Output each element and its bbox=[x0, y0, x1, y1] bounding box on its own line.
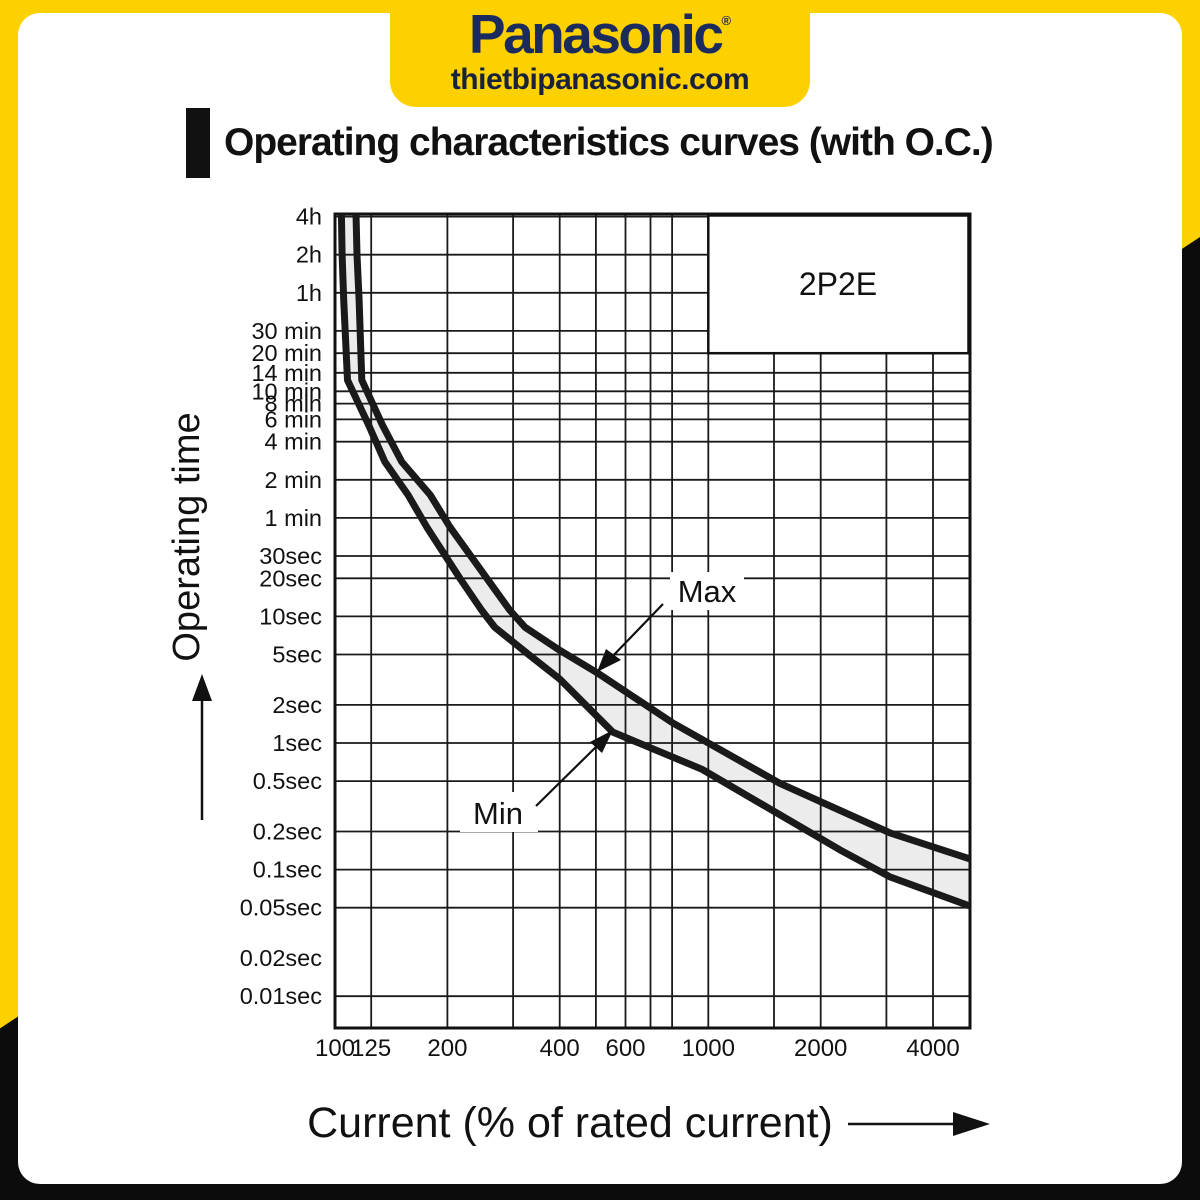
min-arrow-line bbox=[535, 743, 600, 807]
title-accent-bar bbox=[186, 108, 210, 178]
y-tick-label: 0.02sec bbox=[240, 945, 323, 971]
y-tick-label: 2 min bbox=[265, 467, 322, 493]
title-row: Operating characteristics curves (with O… bbox=[186, 108, 994, 178]
x-tick-label: 2000 bbox=[794, 1035, 847, 1062]
max-arrow-line bbox=[607, 603, 664, 662]
tolerance-band bbox=[341, 214, 970, 907]
y-tick-label: 0.01sec bbox=[240, 983, 323, 1009]
brand-tab: Panasonic® thietbipanasonic.com bbox=[390, 0, 810, 107]
x-tick-label: 4000 bbox=[906, 1035, 959, 1062]
min-label: Min bbox=[473, 796, 523, 831]
right-arrow-icon bbox=[953, 1112, 990, 1136]
y-axis-arrow bbox=[192, 674, 212, 820]
y-tick-label: 8 min bbox=[265, 391, 322, 417]
y-tick-label: 0.2sec bbox=[253, 819, 322, 845]
brand-website: thietbipanasonic.com bbox=[450, 63, 750, 96]
brand-name: Panasonic bbox=[468, 3, 724, 65]
y-axis-title: Operating time bbox=[166, 412, 208, 661]
y-tick-label: 10sec bbox=[259, 603, 322, 629]
x-axis-title: Current (% of rated current) bbox=[307, 1099, 833, 1147]
min-label-backing bbox=[460, 792, 538, 832]
y-tick-label: 30 min bbox=[251, 318, 322, 344]
y-tick-label: 0.1sec bbox=[253, 857, 322, 883]
max-label: Max bbox=[678, 574, 737, 609]
model-box-frame bbox=[707, 214, 970, 355]
x-tick-label: 400 bbox=[540, 1035, 580, 1062]
y-tick-label: 1 min bbox=[265, 505, 322, 531]
y-tick-label: 0.5sec bbox=[253, 768, 322, 794]
y-tick-label: 10 min bbox=[251, 378, 322, 404]
y-tick-label: 0.05sec bbox=[240, 895, 323, 921]
x-tick-label: 200 bbox=[427, 1035, 467, 1062]
curve-max bbox=[352, 214, 970, 863]
y-tick-label: 2h bbox=[296, 242, 322, 268]
max-arrow-head-icon bbox=[597, 649, 621, 672]
registered-mark: ® bbox=[721, 13, 732, 28]
x-tick-label: 600 bbox=[605, 1035, 645, 1062]
y-tick-label: 30sec bbox=[259, 543, 322, 569]
min-arrow-head-icon bbox=[590, 730, 613, 753]
plot-border bbox=[333, 212, 972, 1030]
trip-curves bbox=[337, 214, 970, 910]
y-tick-label: 20 min bbox=[251, 340, 322, 366]
max-annotation: Max bbox=[597, 572, 744, 672]
min-annotation: Min bbox=[460, 730, 613, 832]
x-tick-label: 1000 bbox=[682, 1035, 735, 1062]
x-tick-label: 125 bbox=[351, 1035, 391, 1062]
y-tick-label: 4 min bbox=[265, 429, 322, 455]
y-tick-label: 5sec bbox=[272, 642, 322, 668]
band-fill bbox=[341, 214, 970, 907]
y-tick-label: 20sec bbox=[259, 565, 322, 591]
curve-min bbox=[337, 214, 970, 910]
brand-logo: Panasonic® bbox=[390, 7, 810, 62]
y-tick-label: 1h bbox=[296, 280, 322, 306]
content-card bbox=[18, 13, 1182, 1184]
y-tick-label: 4h bbox=[296, 204, 322, 230]
model-box: 2P2E bbox=[707, 214, 970, 355]
y-tick-label: 1sec bbox=[272, 730, 322, 756]
max-label-backing bbox=[670, 572, 744, 610]
y-tick-label: 2sec bbox=[272, 692, 322, 718]
y-tick-label: 6 min bbox=[265, 406, 322, 432]
up-arrow-icon bbox=[192, 674, 212, 701]
x-tick-label: 100 bbox=[315, 1035, 355, 1062]
model-label: 2P2E bbox=[799, 266, 877, 302]
y-tick-label: 14 min bbox=[251, 360, 322, 386]
x-axis-arrow bbox=[848, 1112, 990, 1136]
page-title: Operating characteristics curves (with O… bbox=[224, 121, 994, 164]
